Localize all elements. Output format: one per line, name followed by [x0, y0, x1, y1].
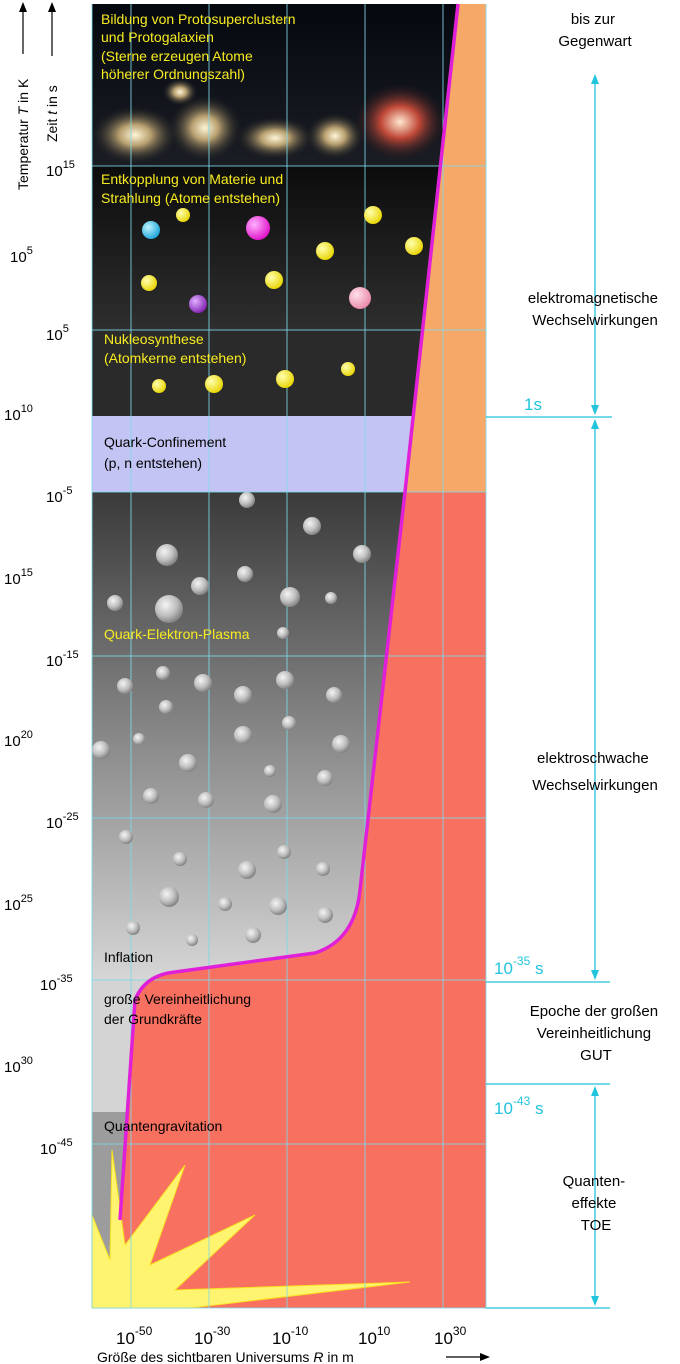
- label-quantum-gravity: Quantengravitation: [104, 1118, 222, 1134]
- label-protoclusters: Bildung von Protosuperclustern und Proto…: [101, 11, 299, 82]
- temp-tick-3: 1020: [4, 729, 33, 750]
- marker-t43: 10-43 s: [494, 1094, 544, 1118]
- marker-1s: 1s: [524, 395, 542, 414]
- temp-tick-5: 1030: [4, 1055, 33, 1076]
- size-axis-title: Größe des sichtbaren Universums R in m: [97, 1349, 354, 1364]
- temperature-axis-title: Temperatur T in K: [15, 78, 31, 190]
- galaxy-2: [167, 94, 243, 162]
- time-tick-6: 10-45: [40, 1137, 73, 1158]
- label-decoupling: Entkopplung von Materie und Strahlung (A…: [101, 171, 287, 206]
- interaction-labels: bis zur Gegenwart elektromagnetische Wec…: [528, 11, 663, 1234]
- galaxy-1: [90, 105, 180, 165]
- x-tick-3: 1010: [358, 1324, 391, 1348]
- temp-tick-1: 1010: [4, 403, 33, 424]
- time-axis-title: Zeit t in s: [44, 85, 60, 142]
- label-present: bis zur Gegenwart: [558, 11, 632, 50]
- label-inflation: Inflation: [104, 949, 153, 965]
- label-nucleosynthesis: Nukleosynthese (Atomkerne entstehen): [104, 331, 246, 366]
- time-tick-5: 10-35: [40, 973, 73, 994]
- epoch-labels: Bildung von Protosuperclustern und Proto…: [101, 11, 299, 1134]
- label-unification: große Vereinheitlichung der Grundkräfte: [104, 991, 255, 1027]
- x-tick-4: 1030: [434, 1324, 467, 1348]
- time-tick-3: 10-15: [46, 649, 79, 670]
- expansion-curve: [118, 3, 460, 1221]
- label-electromagnetic: elektromagnetische Wechselwirkungen: [528, 290, 662, 329]
- x-tick-0: 10-50: [116, 1324, 153, 1348]
- galaxy-images: [90, 78, 448, 165]
- orange-region: [405, 4, 486, 492]
- galaxy-5: [352, 82, 448, 162]
- marker-t35: 10-35 s: [494, 954, 544, 978]
- left-axis-arrows: [19, 2, 56, 56]
- interaction-scale: [486, 74, 612, 1309]
- temp-tick-0: 105: [10, 245, 33, 266]
- temp-tick-2: 1015: [4, 567, 33, 588]
- big-bang-burst: [91, 1149, 411, 1309]
- time-tick-2: 10-5: [46, 485, 72, 506]
- red-region: [120, 492, 486, 1308]
- time-tick-1: 105: [46, 323, 69, 344]
- label-plasma: Quark-Elektron-Plasma: [104, 626, 250, 642]
- label-electroweak: elektroschwache Wechselwirkungen: [532, 750, 658, 794]
- time-tick-4: 10-25: [46, 811, 79, 832]
- temp-tick-4: 1025: [4, 893, 33, 914]
- x-tick-2: 10-10: [272, 1324, 309, 1348]
- particles-plasma: [92, 492, 371, 946]
- temperature-ticks: 105 1010 1015 1020 1025 1030: [4, 245, 33, 1076]
- galaxy-3: [235, 116, 315, 160]
- size-axis-arrow: [446, 1353, 490, 1361]
- label-toe: Quanten- effekte TOE: [563, 1173, 630, 1234]
- galaxy-6: [162, 78, 198, 106]
- particles-colored: [141, 206, 423, 393]
- time-ticks: 1015 105 10-5 10-15 10-25 10-35 10-45: [40, 159, 79, 1158]
- time-marker-labels: 1s 10-35 s 10-43 s: [494, 395, 544, 1118]
- grid: [91, 4, 487, 1309]
- label-confinement: Quark-Confinement (p, n entstehen): [104, 434, 230, 471]
- time-tick-0: 1015: [46, 159, 75, 180]
- x-ticks: 10-50 10-30 10-10 1010 1030: [116, 1324, 467, 1348]
- galaxy-4: [305, 112, 365, 160]
- label-gut: Epoche der großen Vereinheitlichung GUT: [530, 1003, 663, 1064]
- x-tick-1: 10-30: [194, 1324, 231, 1348]
